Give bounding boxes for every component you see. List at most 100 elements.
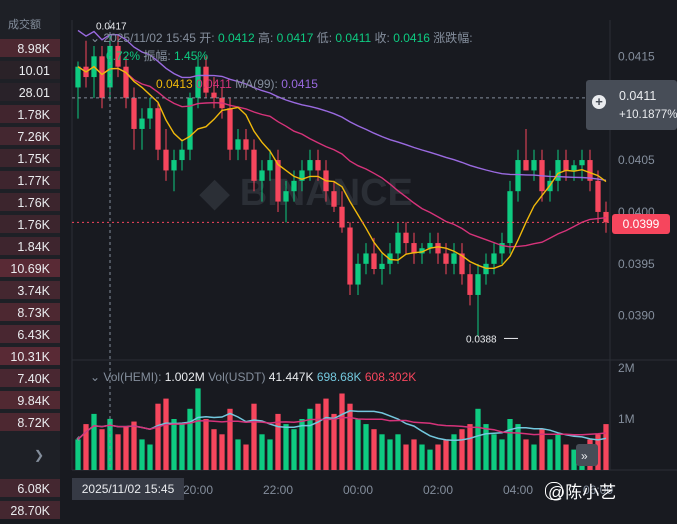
candle-body (99, 56, 105, 98)
candle-body (251, 149, 257, 181)
volume-bar (331, 413, 337, 470)
ma25-line (77, 65, 607, 248)
candle-body (371, 253, 377, 269)
candle-body (579, 160, 585, 166)
volume-bar (251, 403, 257, 470)
volume-bar (467, 424, 473, 470)
candle-body (379, 263, 385, 269)
last-price-badge: 0.0399 (612, 214, 670, 234)
candle-body (443, 253, 449, 264)
volume-bar (115, 434, 121, 470)
volume-bar-bg (0, 127, 60, 145)
high-value: 0.0417 (273, 31, 316, 45)
sidebar-volume: 9.84K (17, 394, 50, 408)
volume-bar (571, 449, 577, 470)
candle-body (315, 160, 321, 171)
volume-bar (507, 419, 513, 470)
volume-bar-bg (0, 413, 60, 431)
volume-bar (339, 393, 345, 470)
collapse-icon: ⌄ (90, 31, 103, 45)
ma99-label: MA(99): (235, 77, 281, 91)
close-value: 0.0416 (390, 31, 433, 45)
sidebar-header: 成交额 (8, 19, 41, 31)
candle-body (307, 160, 313, 171)
crosshair-change: +10.1877% (619, 109, 677, 121)
candle-body (171, 160, 177, 171)
sidebar-volume: 1.76K (17, 218, 50, 232)
chart-area[interactable]: ◆ BINANCE0.04150.04100.04050.04000.03950… (70, 0, 677, 519)
volume-bar (419, 444, 425, 470)
candle-body (179, 149, 185, 161)
kline-chart[interactable]: ◆ BINANCE0.04150.04100.04050.04000.03950… (70, 0, 677, 519)
candle-body (515, 160, 521, 192)
candle-body (275, 160, 281, 202)
volume-bar (499, 439, 505, 470)
close-label: 收: (375, 31, 390, 45)
crosshair-price: 0.0411 (619, 89, 657, 103)
candle-body (555, 160, 561, 181)
sidebar-volume: 28.01 (18, 86, 50, 100)
price-tick-label: 0.0405 (618, 153, 655, 167)
low-label: 低: (317, 31, 332, 45)
volume-bar-bg (0, 61, 60, 79)
volume-bar (123, 426, 129, 470)
volume-bar (235, 439, 241, 470)
candle-body (75, 66, 81, 88)
crosshair-price-badge[interactable]: + 0.0411 +10.1877% (586, 80, 677, 130)
add-alert-icon[interactable]: + (592, 95, 606, 109)
ma25-value: 0.0411 (196, 77, 235, 91)
watermark-icon (545, 482, 563, 500)
volume-bar (395, 434, 401, 470)
sidebar-volume: 8.98K (17, 42, 50, 56)
scroll-left-icon: ‹ (76, 431, 80, 445)
volume-bar (355, 419, 361, 470)
volume-bar-bg (0, 215, 60, 233)
volume-bar (195, 388, 201, 470)
volume-bar (107, 418, 113, 470)
candle-body (123, 66, 129, 98)
candle-body (115, 45, 121, 67)
volume-bar (291, 429, 297, 470)
sidebar-volume: 10.31K (10, 350, 50, 364)
candle-body (131, 97, 137, 129)
candle-body (467, 274, 473, 295)
volume-bar (75, 439, 81, 470)
volume-bar (427, 449, 433, 470)
volume-bar-bg (0, 347, 60, 365)
collapse-icon: ⌄ (90, 370, 103, 384)
sidebar-volume: 1.77K (17, 174, 50, 188)
scroll-right-button[interactable] (576, 444, 598, 466)
volume-bar (283, 424, 289, 470)
volume-bar-bg (0, 391, 60, 409)
open-value: 0.0412 (215, 31, 258, 45)
price-tick-label: 0.0390 (618, 309, 655, 323)
candle-body (139, 118, 145, 129)
candle-body (355, 263, 361, 285)
time-tick-label: 20:00 (183, 483, 213, 497)
ohlc-time: 2025/11/02 15:45 (103, 31, 199, 45)
candle-body (411, 243, 417, 254)
candle-body (363, 253, 369, 264)
time-tick-label: 22:00 (263, 483, 293, 497)
candle-body (435, 243, 441, 254)
volume-bar-bg (0, 325, 60, 343)
sidebar-volume: 10.01 (18, 64, 50, 78)
volume-bar (555, 434, 561, 470)
chevron-right-icon[interactable]: ❯ (34, 448, 45, 462)
sidebar-volume: 6.43K (17, 328, 50, 342)
volume-bar (163, 398, 169, 470)
sidebar-volume: 28.70K (10, 504, 50, 518)
volume-bar (371, 429, 377, 470)
volume-bar-bg (0, 171, 60, 189)
crosshair-time-badge: 2025/11/02 15:45 (72, 478, 184, 500)
vol-usdt-label: Vol(USDT) (208, 370, 269, 384)
vol-ma2-value: 608.302K (365, 370, 416, 384)
volume-bar (411, 439, 417, 470)
volume-bar (259, 434, 265, 470)
volume-bar (227, 408, 233, 470)
sidebar-volume: 6.08K (17, 482, 50, 496)
candle-body (235, 139, 241, 150)
volume-bar (539, 429, 545, 470)
ma99-value: 0.0415 (281, 77, 318, 91)
volume-bar-bg (0, 281, 60, 299)
